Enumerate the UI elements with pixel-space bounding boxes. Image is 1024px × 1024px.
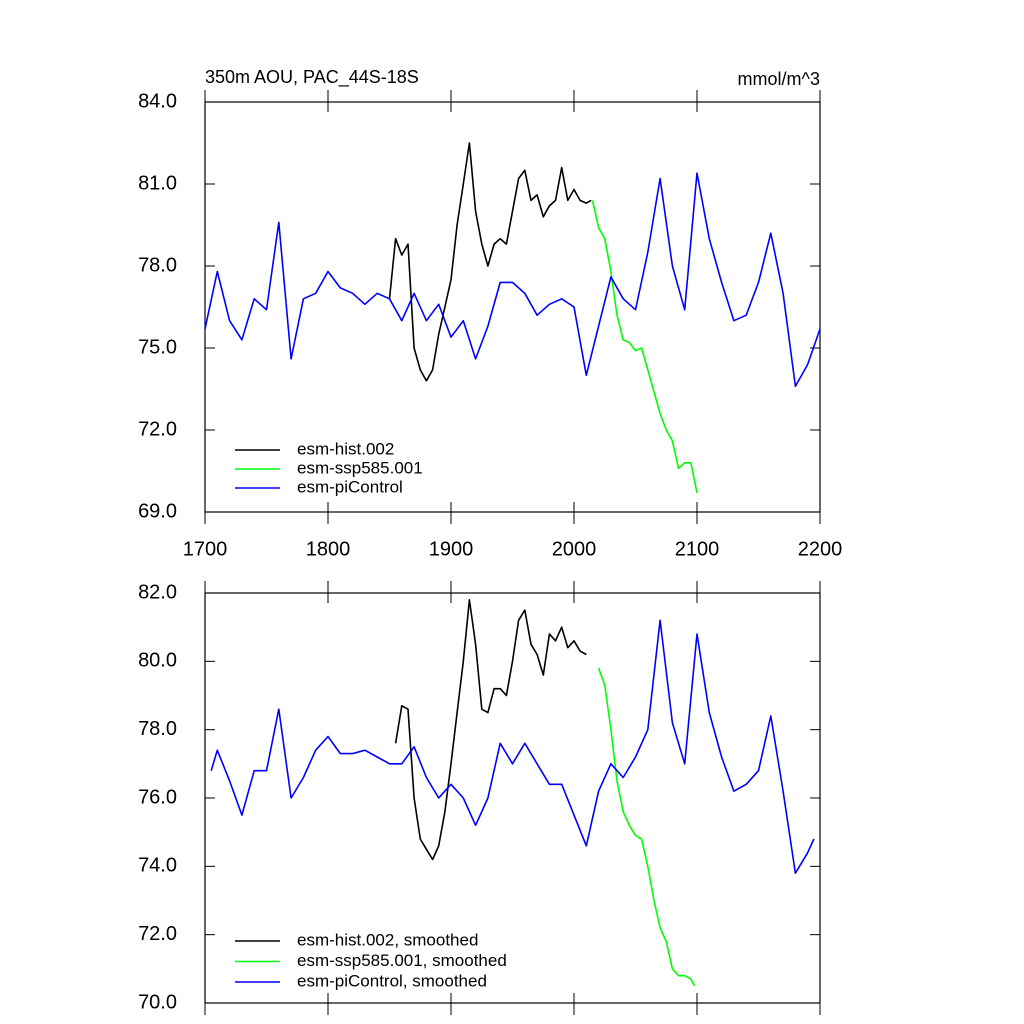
legend-label: esm-hist.002	[297, 439, 394, 458]
data-line	[591, 200, 698, 494]
y-tick-label: 72.0	[138, 923, 177, 945]
y-tick-label: 81.0	[138, 172, 177, 194]
y-tick-label: 84.0	[138, 90, 177, 112]
units-label: mmol/m^3	[738, 69, 820, 89]
y-tick-label: 78.0	[138, 718, 177, 740]
y-tick-label: 76.0	[138, 786, 177, 808]
y-tick-label: 74.0	[138, 855, 177, 877]
y-tick-label: 69.0	[138, 500, 177, 522]
y-tick-label: 82.0	[138, 581, 177, 603]
plot-frame	[204, 101, 821, 513]
data-line	[204, 172, 821, 388]
y-tick-label: 70.0	[138, 991, 177, 1013]
legend-label: esm-hist.002, smoothed	[297, 930, 478, 949]
legend-label: esm-piControl, smoothed	[297, 971, 487, 990]
legend-label: esm-piControl	[297, 477, 403, 496]
data-line	[597, 667, 696, 987]
data-line	[210, 619, 815, 874]
y-tick-label: 72.0	[138, 418, 177, 440]
chart-title: 350m AOU, PAC_44S-18S	[205, 67, 419, 88]
y-tick-label: 78.0	[138, 254, 177, 276]
y-tick-label: 80.0	[138, 650, 177, 672]
x-tick-label: 2100	[675, 538, 720, 560]
y-tick-label: 75.0	[138, 336, 177, 358]
data-line	[394, 599, 587, 861]
x-tick-label: 2200	[798, 538, 843, 560]
x-tick-label: 1900	[429, 538, 474, 560]
legend-label: esm-ssp585.001	[297, 458, 423, 477]
x-tick-label: 2000	[552, 538, 597, 560]
data-line	[388, 142, 592, 382]
x-tick-label: 1700	[183, 538, 228, 560]
legend-label: esm-ssp585.001, smoothed	[297, 951, 507, 970]
x-tick-label: 1800	[306, 538, 351, 560]
